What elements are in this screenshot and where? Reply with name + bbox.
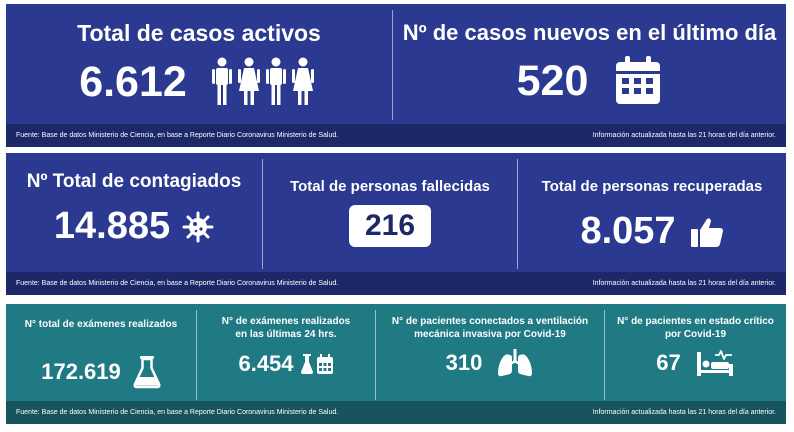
exams-24h-title-line1: N° de exámenes realizados <box>221 316 351 327</box>
exams-band: N° total de exámenes realizados 172.619 … <box>6 304 786 424</box>
updated-text: Información actualizada hasta las 21 hor… <box>592 409 776 416</box>
thumbs-up-icon <box>690 217 723 247</box>
exams-24h-panel: N° de exámenes realizados en las últimas… <box>197 304 375 377</box>
exams-24h-value: 6.454 <box>238 351 294 376</box>
active-cases-panel: Total de casos activos 6.612 <box>6 4 392 107</box>
updated-text: Información actualizada hasta las 21 hor… <box>592 132 776 139</box>
exams-total-value: 172.619 <box>41 359 121 384</box>
ventilated-title-line2: mecánica invasiva por Covid-19 <box>414 329 566 340</box>
exams-total-title: N° total de exámenes realizados <box>24 319 178 330</box>
exams-24h-title-line2: en las últimas 24 hrs. <box>235 329 337 340</box>
new-cases-title: Nº de casos nuevos en el último día <box>402 20 777 45</box>
ventilated-panel: N° de pacientes conectados a ventilación… <box>376 304 604 378</box>
virus-icon <box>182 211 214 242</box>
active-cases-title: Total de casos activos <box>77 20 321 46</box>
recovered-panel: Total de personas recuperadas 8.057 <box>518 153 786 253</box>
source-text: Fuente: Base de datos Ministerio de Cien… <box>16 280 339 287</box>
flask-icon <box>133 356 161 389</box>
critical-title-line1: N° de pacientes en estado crítico <box>617 316 774 327</box>
infected-value: 14.885 <box>53 205 171 247</box>
exams-total-panel: N° total de exámenes realizados 172.619 <box>6 304 196 389</box>
recovered-value: 8.057 <box>580 210 676 252</box>
active-cases-band: Total de casos activos 6.612 Nº de casos… <box>6 4 786 147</box>
divider <box>517 159 518 269</box>
divider <box>604 310 605 400</box>
critical-panel: N° de pacientes en estado crítico por Co… <box>605 304 786 378</box>
lungs-icon <box>498 349 533 377</box>
deceased-panel: Total de personas fallecidas 216 <box>263 153 517 247</box>
deceased-value: 216 <box>348 205 432 247</box>
deceased-title: Total de personas fallecidas <box>290 178 490 195</box>
infected-panel: Nº Total de contagiados 14.885 <box>6 153 262 248</box>
active-cases-value: 6.612 <box>79 57 187 106</box>
recovered-title: Total de personas recuperadas <box>541 178 763 195</box>
updated-text: Información actualizada hasta las 21 hor… <box>592 280 776 287</box>
divider <box>375 310 376 400</box>
calendar-icon <box>616 56 661 104</box>
source-text: Fuente: Base de datos Ministerio de Cien… <box>16 409 339 416</box>
critical-title-line2: por Covid-19 <box>664 329 727 340</box>
divider <box>196 310 197 400</box>
row2-footer: Fuente: Base de datos Ministerio de Cien… <box>6 272 786 295</box>
source-text: Fuente: Base de datos Ministerio de Cien… <box>16 132 339 139</box>
new-cases-panel: Nº de casos nuevos en el último día 520 <box>393 4 786 106</box>
people-icon <box>211 57 314 105</box>
row1-footer: Fuente: Base de datos Ministerio de Cien… <box>6 124 786 147</box>
totals-band: Nº Total de contagiados 14.885 Total de … <box>6 153 786 295</box>
divider <box>262 159 263 269</box>
flask-calendar-icon <box>300 354 333 374</box>
divider <box>392 10 393 120</box>
row3-footer: Fuente: Base de datos Ministerio de Cien… <box>6 401 786 424</box>
ventilated-value: 310 <box>445 350 483 375</box>
infected-title: Nº Total de contagiados <box>26 171 242 192</box>
new-cases-value: 520 <box>516 56 589 105</box>
critical-value: 67 <box>656 350 681 375</box>
ventilated-title-line1: N° de pacientes conectados a ventilación <box>391 316 589 327</box>
hospital-bed-icon <box>696 350 733 376</box>
